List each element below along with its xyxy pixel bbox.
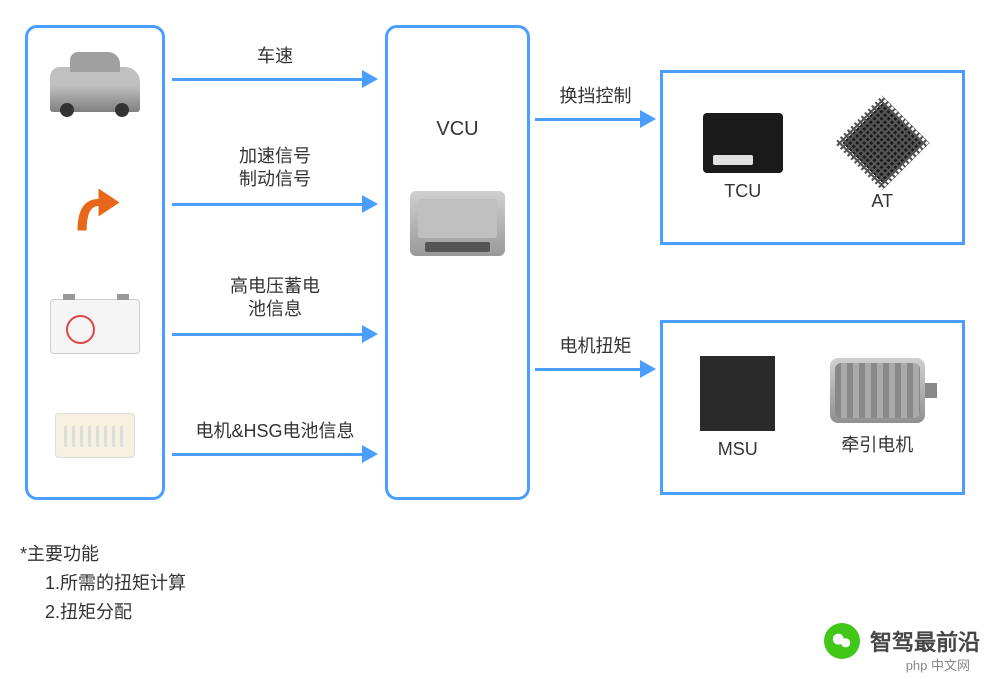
vcu-flowchart-diagram: 车速 加速信号 制动信号 高电压蓄电 池信息 电机&HSG电池信息 VCU 换挡… xyxy=(0,0,1000,679)
msu-label: MSU xyxy=(718,439,758,460)
motor-icon xyxy=(830,358,925,423)
arrow-hv-battery: 高电压蓄电 池信息 xyxy=(172,325,378,343)
vcu-module-icon xyxy=(410,191,505,256)
output-motor-box: MSU 牵引电机 xyxy=(660,320,965,495)
arrow-accel-brake: 加速信号 制动信号 xyxy=(172,195,378,213)
vcu-box: VCU xyxy=(385,25,530,500)
arrow-shift-control: 换挡控制 xyxy=(535,110,656,128)
at-label: AT xyxy=(871,191,893,212)
arrow-motor-hsg: 电机&HSG电池信息 xyxy=(172,445,378,463)
tcu-icon xyxy=(703,113,783,173)
motor-label: 牵引电机 xyxy=(841,431,913,457)
vcu-label: VCU xyxy=(436,118,478,141)
footer-point-2: 2.扭矩分配 xyxy=(45,598,186,627)
msu-chip-icon xyxy=(700,356,775,431)
tcu-item: TCU xyxy=(703,113,783,202)
turn-arrow-icon xyxy=(60,171,130,241)
arrow-label: 电机扭矩 xyxy=(535,332,656,358)
watermark-text: 智驾最前沿 xyxy=(870,625,980,657)
footer-point-1: 1.所需的扭矩计算 xyxy=(45,569,186,598)
arrow-motor-torque: 电机扭矩 xyxy=(535,360,656,378)
battery-icon xyxy=(50,299,140,354)
input-sources-box xyxy=(25,25,165,500)
wechat-icon xyxy=(824,623,860,659)
traction-motor-item: 牵引电机 xyxy=(830,358,925,457)
output-transmission-box: TCU AT xyxy=(660,70,965,245)
watermark-sub: php 中文网 xyxy=(906,655,970,674)
arrow-label: 电机&HSG电池信息 xyxy=(172,417,378,443)
at-item: AT xyxy=(842,103,922,212)
footer-title: *主要功能 xyxy=(20,540,186,569)
at-chip-icon xyxy=(843,103,922,182)
arrow-label: 加速信号 制动信号 xyxy=(172,145,378,192)
msu-item: MSU xyxy=(700,356,775,460)
arrow-label: 高电压蓄电 池信息 xyxy=(172,275,378,322)
arrow-label: 车速 xyxy=(172,42,378,68)
watermark: 智驾最前沿 xyxy=(824,623,980,659)
footer-notes: *主要功能 1.所需的扭矩计算 2.扭矩分配 xyxy=(20,540,186,626)
arrow-label: 换挡控制 xyxy=(535,82,656,108)
car-icon xyxy=(50,67,140,112)
tcu-label: TCU xyxy=(724,181,761,202)
arrow-speed: 车速 xyxy=(172,70,378,88)
connector-icon xyxy=(55,413,135,458)
